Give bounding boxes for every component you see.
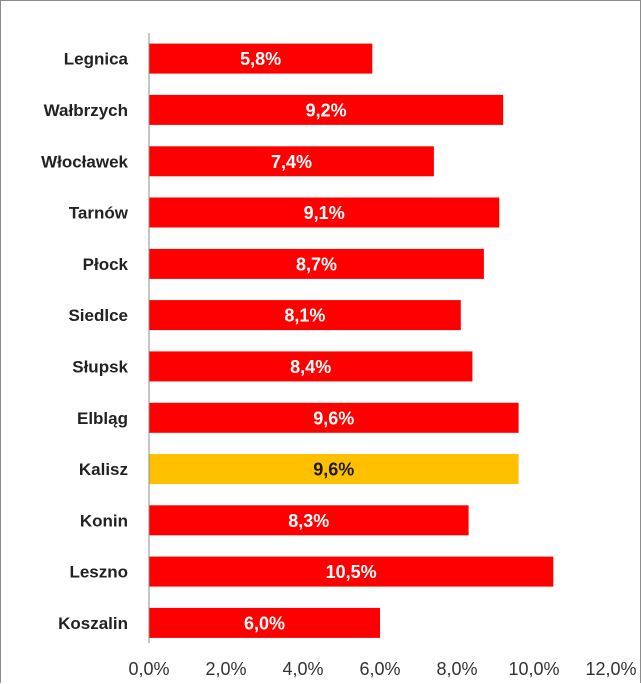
data-label: 6,0% <box>244 613 285 633</box>
x-tick-label: 0,0% <box>128 659 169 679</box>
category-label: Kalisz <box>79 460 128 479</box>
data-label: 10,5% <box>326 562 377 582</box>
bar-9 <box>149 505 469 536</box>
x-tick-label: 8,0% <box>436 659 477 679</box>
data-label: 9,2% <box>306 100 347 120</box>
category-label: Płock <box>83 255 129 274</box>
bar-10 <box>149 556 554 587</box>
data-label: 8,4% <box>290 357 331 377</box>
bar-5 <box>149 300 461 331</box>
data-label: 8,1% <box>284 306 325 326</box>
category-label: Słupsk <box>72 357 128 376</box>
x-tick-label: 12,0% <box>585 659 636 679</box>
bar-11 <box>149 607 380 638</box>
bar-6 <box>149 351 473 382</box>
bar-7 <box>149 402 519 433</box>
bar-0 <box>149 43 373 74</box>
category-label: Legnica <box>64 50 129 69</box>
bar-8 <box>149 454 519 484</box>
bar-1 <box>149 94 504 125</box>
data-label: 8,7% <box>296 254 337 274</box>
data-label: 8,3% <box>288 511 329 531</box>
x-tick-label: 10,0% <box>508 659 559 679</box>
category-label: Leszno <box>69 563 128 582</box>
category-label: Włocławek <box>41 152 128 171</box>
data-label: 7,4% <box>271 152 312 172</box>
category-label: Wałbrzych <box>44 101 128 120</box>
category-label: Elbląg <box>77 409 128 428</box>
x-tick-label: 6,0% <box>359 659 400 679</box>
category-label: Tarnów <box>69 204 129 223</box>
data-label: 9,6% <box>313 408 354 428</box>
category-label: Konin <box>80 511 128 530</box>
bar-4 <box>149 248 484 279</box>
data-label: 9,1% <box>304 203 345 223</box>
data-label: 9,6% <box>313 460 354 480</box>
bar-3 <box>149 197 500 228</box>
category-label: Siedlce <box>68 306 128 325</box>
data-label: 5,8% <box>240 49 281 69</box>
bar-2 <box>149 146 434 177</box>
category-label: Koszalin <box>58 614 128 633</box>
x-tick-label: 2,0% <box>205 659 246 679</box>
x-tick-label: 4,0% <box>282 659 323 679</box>
